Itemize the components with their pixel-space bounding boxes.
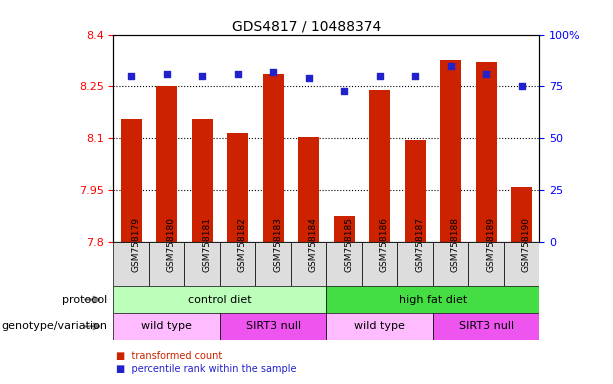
Text: GSM758183: GSM758183 [273,217,282,271]
Point [517,83,527,89]
Text: wild type: wild type [141,321,192,331]
Text: GSM758179: GSM758179 [131,217,140,271]
Text: SIRT3 null: SIRT3 null [246,321,301,331]
Text: SIRT3 null: SIRT3 null [459,321,514,331]
FancyBboxPatch shape [256,242,291,286]
Bar [262,74,284,242]
Bar [298,136,319,242]
Text: genotype/variation: genotype/variation [1,321,107,331]
FancyBboxPatch shape [149,242,185,286]
Text: GSM758189: GSM758189 [486,217,495,271]
Text: GSM758188: GSM758188 [451,217,460,271]
Text: ■  transformed count: ■ transformed count [116,351,223,361]
Text: wild type: wild type [354,321,405,331]
FancyBboxPatch shape [113,242,149,286]
Bar [476,62,497,242]
Text: ■  percentile rank within the sample: ■ percentile rank within the sample [116,364,297,374]
FancyBboxPatch shape [291,242,327,286]
Text: GDS4817 / 10488374: GDS4817 / 10488374 [232,19,381,33]
FancyBboxPatch shape [504,242,539,286]
FancyBboxPatch shape [220,242,256,286]
Point [375,73,384,79]
FancyBboxPatch shape [468,242,504,286]
Point [162,71,172,77]
Bar [227,133,248,242]
FancyBboxPatch shape [113,286,327,313]
Bar [440,61,462,242]
Text: GSM758182: GSM758182 [238,217,246,271]
Point [197,73,207,79]
Text: protocol: protocol [62,295,107,305]
Bar [511,187,532,242]
Text: high fat diet: high fat diet [399,295,467,305]
FancyBboxPatch shape [327,286,539,313]
Point [268,69,278,75]
Point [233,71,243,77]
Text: GSM758180: GSM758180 [167,217,176,271]
FancyBboxPatch shape [327,313,433,340]
Bar [405,140,426,242]
Point [339,88,349,94]
Text: GSM758190: GSM758190 [522,217,531,271]
Bar [156,86,177,242]
FancyBboxPatch shape [113,313,220,340]
Point [126,73,136,79]
Bar [333,216,355,242]
Bar [191,119,213,242]
Bar [121,119,142,242]
Text: control diet: control diet [188,295,252,305]
FancyBboxPatch shape [185,242,220,286]
Text: GSM758185: GSM758185 [344,217,353,271]
Point [446,63,455,69]
FancyBboxPatch shape [362,242,397,286]
FancyBboxPatch shape [397,242,433,286]
FancyBboxPatch shape [433,313,539,340]
Text: GSM758187: GSM758187 [415,217,424,271]
Text: GSM758186: GSM758186 [379,217,389,271]
FancyBboxPatch shape [220,313,327,340]
Text: GSM758181: GSM758181 [202,217,211,271]
FancyBboxPatch shape [433,242,468,286]
Point [410,73,420,79]
Point [304,75,314,81]
Bar [369,90,390,242]
Text: GSM758184: GSM758184 [309,217,318,271]
Point [481,71,491,77]
FancyBboxPatch shape [327,242,362,286]
